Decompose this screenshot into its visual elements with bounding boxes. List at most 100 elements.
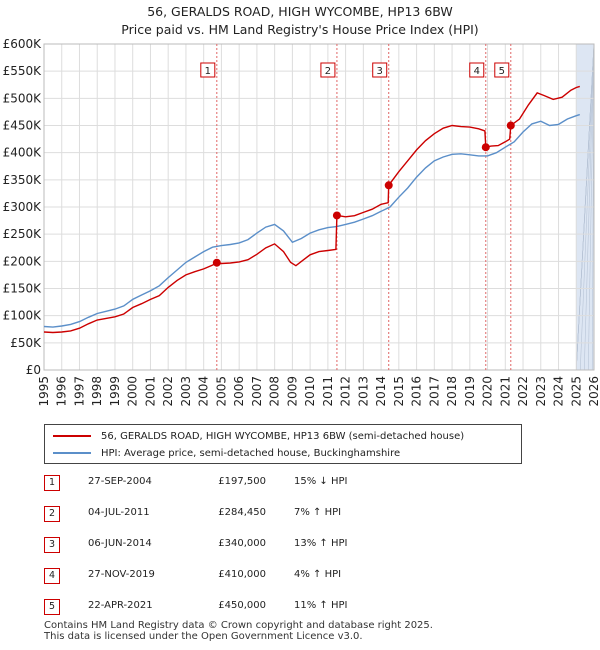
sale-date: 27-SEP-2004 xyxy=(88,476,152,487)
x-tick-label: 2022 xyxy=(516,376,530,407)
sale-hpi-diff: 4% ↑ HPI xyxy=(294,569,342,580)
hpi-line xyxy=(43,113,581,328)
x-tick-label: 2019 xyxy=(463,376,477,407)
sale-date: 22-APR-2021 xyxy=(88,600,153,611)
x-tick-label: 1999 xyxy=(108,376,122,407)
y-tick-label: £550K xyxy=(3,64,43,78)
sale-date: 06-JUN-2014 xyxy=(88,538,152,549)
sale-row: 1 27-SEP-2004 £197,500 15% ↓ HPI xyxy=(44,473,564,493)
price-paid-line xyxy=(43,85,581,334)
x-tick-label: 2008 xyxy=(268,376,282,407)
sale-point xyxy=(212,258,221,267)
y-tick-label: £0 xyxy=(26,363,41,377)
footer-license: This data is licensed under the Open Gov… xyxy=(44,631,363,642)
sale-price: £284,450 xyxy=(218,507,266,518)
x-tick-label: 2017 xyxy=(427,376,441,407)
y-tick-label: £250K xyxy=(3,227,43,241)
x-tick-label: 2005 xyxy=(214,376,228,407)
x-tick-label: 2003 xyxy=(179,376,193,407)
sale-price: £450,000 xyxy=(218,600,266,611)
sale-point xyxy=(332,211,341,220)
sale-price: £340,000 xyxy=(218,538,266,549)
footer-notice: Contains HM Land Registry data © Crown c… xyxy=(44,620,433,642)
y-tick-label: £50K xyxy=(10,336,42,350)
x-tick-label: 2025 xyxy=(569,376,583,407)
x-tick-label: 2012 xyxy=(339,376,353,407)
sale-label-box xyxy=(372,62,388,78)
sale-date: 27-NOV-2019 xyxy=(88,569,155,580)
sale-number-badge: 2 xyxy=(44,506,60,522)
x-tick-label: 2013 xyxy=(356,376,370,407)
sale-point xyxy=(384,181,393,190)
x-tick-label: 2023 xyxy=(534,376,548,407)
x-tick-label: 2009 xyxy=(285,376,299,407)
sale-hpi-diff: 15% ↓ HPI xyxy=(294,476,348,487)
sale-hpi-diff: 7% ↑ HPI xyxy=(294,507,342,518)
sale-number-badge: 4 xyxy=(44,568,60,584)
y-tick-label: £300K xyxy=(3,200,43,214)
y-tick-label: £350K xyxy=(3,173,43,187)
x-tick-label: 2026 xyxy=(587,376,600,407)
legend-label-hpi: HPI: Average price, semi-detached house,… xyxy=(101,447,401,459)
y-tick-label: £200K xyxy=(3,254,43,268)
price-chart: £0 £50K £100K £150K £200K £250K £300K £350K £400… xyxy=(3,37,600,407)
chart-legend: 56, GERALDS ROAD, HIGH WYCOMBE, HP13 6BW… xyxy=(44,424,522,464)
x-tick-label: 2015 xyxy=(392,376,406,407)
legend-item-hpi: HPI: Average price, semi-detached house,… xyxy=(53,446,400,460)
sale-hpi-diff: 13% ↑ HPI xyxy=(294,538,348,549)
x-tick-label: 2000 xyxy=(126,376,140,407)
plot-border xyxy=(43,43,595,371)
sale-number-badge: 3 xyxy=(44,537,60,553)
x-tick-label: 2010 xyxy=(303,376,317,407)
sale-date: 04-JUL-2011 xyxy=(88,507,150,518)
sale-label-number: 3 xyxy=(377,66,383,77)
sale-label-box xyxy=(494,62,510,78)
x-tick-label: 2006 xyxy=(232,376,246,407)
x-tick-label: 2024 xyxy=(552,376,566,407)
legend-swatch-hpi xyxy=(53,452,91,454)
x-tick-label: 2011 xyxy=(321,376,335,407)
x-tick-label: 2020 xyxy=(481,376,495,407)
x-tick-label: 2002 xyxy=(161,376,175,407)
x-tick-label: 1998 xyxy=(90,376,104,407)
sale-label-number: 1 xyxy=(205,66,211,77)
x-tick-label: 2021 xyxy=(498,376,512,407)
x-tick-label: 1995 xyxy=(37,376,51,407)
sale-row: 5 22-APR-2021 £450,000 11% ↑ HPI xyxy=(44,597,564,617)
y-tick-label: £100K xyxy=(3,309,43,323)
x-tick-label: 2001 xyxy=(143,376,157,407)
chart-subtitle: Price paid vs. HM Land Registry's House … xyxy=(121,22,479,37)
chart-title: 56, GERALDS ROAD, HIGH WYCOMBE, HP13 6BW xyxy=(147,4,453,19)
legend-item-price: 56, GERALDS ROAD, HIGH WYCOMBE, HP13 6BW… xyxy=(53,429,464,443)
x-tick-label: 2016 xyxy=(410,376,424,407)
x-tick-label: 2014 xyxy=(374,376,388,407)
y-tick-label: £400K xyxy=(3,146,43,160)
legend-label-price: 56, GERALDS ROAD, HIGH WYCOMBE, HP13 6BW… xyxy=(101,430,465,442)
x-tick-label: 2007 xyxy=(250,376,264,407)
sale-label-number: 5 xyxy=(499,66,505,77)
sale-point xyxy=(506,121,515,130)
sale-row: 4 27-NOV-2019 £410,000 4% ↑ HPI xyxy=(44,566,564,586)
x-tick-label: 1996 xyxy=(55,376,69,407)
sale-label-number: 2 xyxy=(325,66,331,77)
sale-point xyxy=(481,143,490,152)
sale-price: £197,500 xyxy=(218,476,266,487)
sale-label-box xyxy=(469,62,485,78)
sale-label-box xyxy=(320,62,336,78)
sale-row: 3 06-JUN-2014 £340,000 13% ↑ HPI xyxy=(44,535,564,555)
sale-number-badge: 1 xyxy=(44,475,60,491)
y-tick-label: £450K xyxy=(3,119,43,133)
y-tick-label: £600K xyxy=(3,37,43,51)
x-tick-label: 1997 xyxy=(72,376,86,407)
y-tick-label: £500K xyxy=(3,91,43,105)
sale-row: 2 04-JUL-2011 £284,450 7% ↑ HPI xyxy=(44,504,564,524)
x-tick-label: 2018 xyxy=(445,376,459,407)
sale-hpi-diff: 11% ↑ HPI xyxy=(294,600,348,611)
x-tick-label: 2004 xyxy=(197,376,211,407)
footer-copyright: Contains HM Land Registry data © Crown c… xyxy=(44,620,433,631)
sale-label-box xyxy=(200,62,216,78)
y-tick-label: £150K xyxy=(3,282,43,296)
sale-label-number: 4 xyxy=(474,66,480,77)
sale-price: £410,000 xyxy=(218,569,266,580)
legend-swatch-price xyxy=(53,435,91,437)
